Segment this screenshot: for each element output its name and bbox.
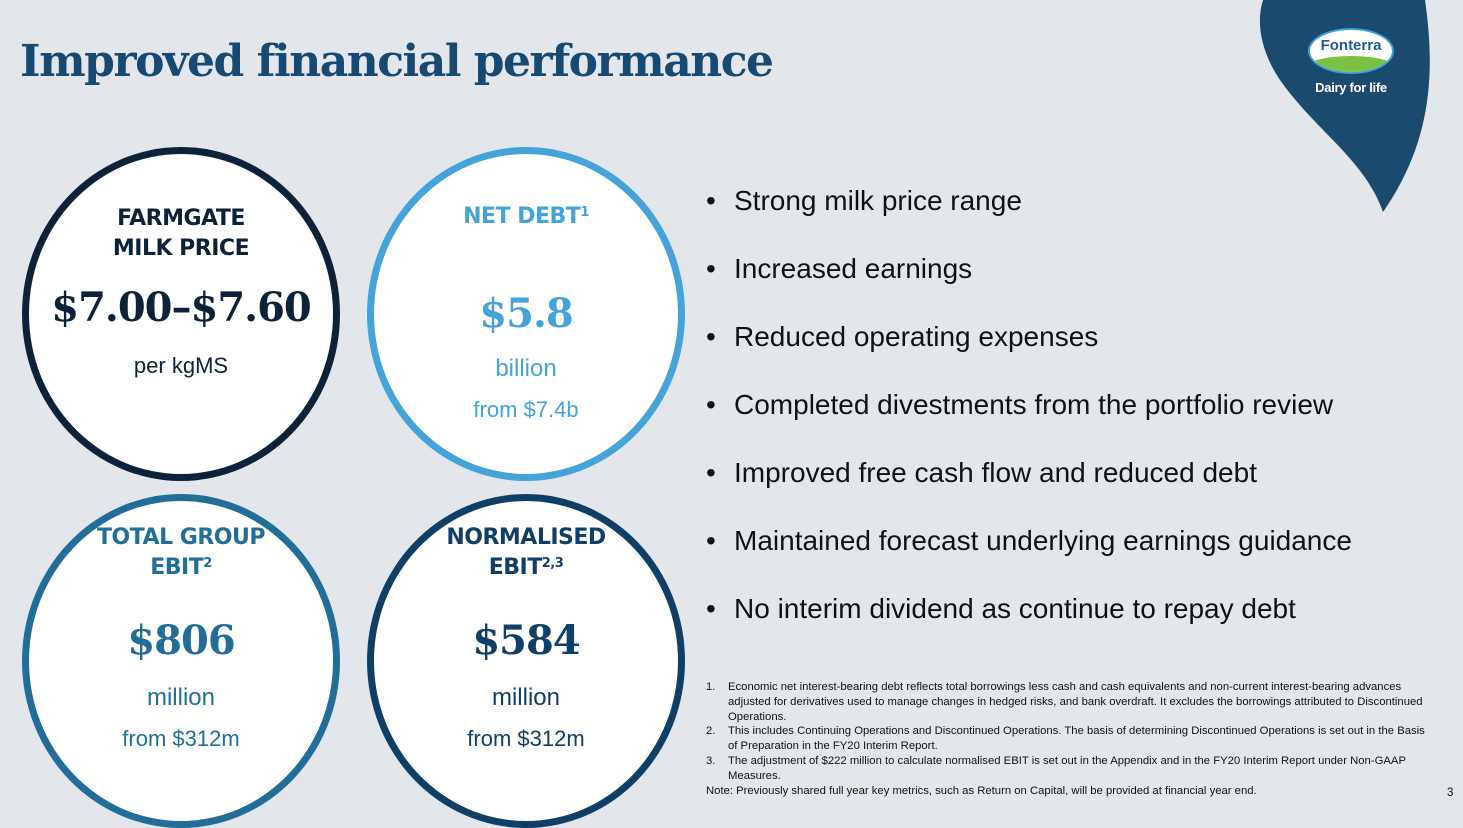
list-item: • Reduced operating expenses	[706, 320, 1352, 388]
logo-brand: Fonterra	[1320, 37, 1382, 54]
list-item-text: Maintained forecast underlying earnings …	[734, 525, 1352, 556]
footnote: 1. Economic net interest-bearing debt ref…	[706, 680, 1426, 724]
metric-comparison: from $312m	[467, 726, 585, 751]
bullet-icon: •	[706, 457, 716, 488]
metric-normalised-ebit: NORMALISED EBIT2,3 $584 million from $31…	[367, 494, 685, 828]
list-item: • Maintained forecast underlying earnings…	[706, 524, 1352, 592]
metric-farmgate-milk-price: FARMGATE MILK PRICE $7.00–$7.60 per kgMS	[22, 147, 340, 481]
metric-comparison: from $312m	[122, 726, 240, 751]
metric-unit: million	[146, 684, 215, 711]
list-item-text: No interim dividend as continue to repay…	[734, 593, 1296, 624]
footnote-text: This includes Continuing Operations and …	[728, 725, 1425, 753]
list-item-text: Increased earnings	[734, 253, 973, 284]
footnote: 2. This includes Continuing Operations an…	[706, 724, 1426, 754]
metric-unit: million	[491, 684, 560, 711]
fonterra-logo: Fonterra Dairy for life	[1303, 28, 1399, 95]
metric-value: $5.8	[479, 290, 573, 337]
heading-line: NET DEBT	[463, 204, 581, 229]
metric-value: $806	[127, 617, 235, 664]
footnote-number: 2.	[706, 725, 716, 738]
footnote-text: The adjustment of $222 million to calcul…	[728, 754, 1406, 782]
bullet-icon: •	[706, 253, 716, 284]
metric-unit: per kgMS	[133, 353, 229, 378]
footnote-ref: 1	[580, 205, 589, 220]
footnote: 3. The adjustment of $222 million to calc…	[706, 754, 1426, 784]
footnote-number: 1.	[706, 681, 716, 693]
bullet-icon: •	[706, 389, 716, 420]
metric-heading: FARMGATE MILK PRICE	[29, 204, 333, 264]
footnote-ref: 2,3	[541, 556, 564, 571]
metric-net-debt: NET DEBT1 $5.8 billion from $7.4b	[367, 147, 685, 481]
list-item-text: Strong milk price range	[734, 185, 1022, 216]
metric-heading: NORMALISED EBIT2,3	[374, 523, 678, 583]
heading-line: NORMALISED	[446, 525, 606, 550]
heading-line: TOTAL GROUP	[97, 525, 265, 550]
footnotes: 1. Economic net interest-bearing debt ref…	[706, 680, 1426, 798]
note-text: Note: Previously shared full year key me…	[706, 784, 1257, 797]
bullet-icon: •	[706, 321, 716, 352]
metric-value: $584	[472, 617, 580, 664]
heading-line: EBIT	[488, 555, 543, 580]
heading-line: FARMGATE	[117, 206, 245, 231]
bullet-icon: •	[706, 185, 716, 216]
list-item: • Strong milk price range	[706, 184, 1352, 252]
heading-line: MILK PRICE	[112, 236, 250, 261]
list-item-text: Reduced operating expenses	[734, 321, 1099, 352]
metric-total-group-ebit: TOTAL GROUP EBIT2 $806 million from $312…	[22, 494, 340, 828]
page-number: 3	[1447, 787, 1454, 799]
logo-tagline: Dairy for life	[1315, 80, 1387, 95]
logo-oval: Fonterra	[1308, 28, 1394, 74]
list-item: • Improved free cash flow and reduced deb…	[706, 456, 1352, 524]
bullet-icon: •	[706, 525, 716, 556]
bullet-icon: •	[706, 593, 716, 624]
page-title: Improved financial performance	[20, 36, 774, 87]
list-item: • Completed divestments from the portfoli…	[706, 388, 1352, 456]
list-item-text: Improved free cash flow and reduced debt	[734, 457, 1257, 488]
metric-heading: NET DEBT1	[374, 202, 678, 232]
metric-comparison: from $7.4b	[473, 397, 579, 422]
footnote-text: Economic net interest-bearing debt refle…	[728, 681, 1423, 723]
footnote-number: 3.	[706, 754, 716, 767]
metric-heading: TOTAL GROUP EBIT2	[29, 523, 333, 583]
heading-line: EBIT	[150, 555, 204, 580]
list-item-text: Completed divestments from the portfolio…	[734, 389, 1334, 420]
highlights-list: • Strong milk price range • Increased earn…	[706, 184, 1352, 660]
list-item: • No interim dividend as continue to repa…	[706, 592, 1352, 660]
footnote-ref: 2	[203, 556, 212, 571]
list-item: • Increased earnings	[706, 252, 1352, 320]
metric-value: $7.00–$7.60	[51, 284, 312, 331]
metric-unit: billion	[495, 355, 557, 382]
